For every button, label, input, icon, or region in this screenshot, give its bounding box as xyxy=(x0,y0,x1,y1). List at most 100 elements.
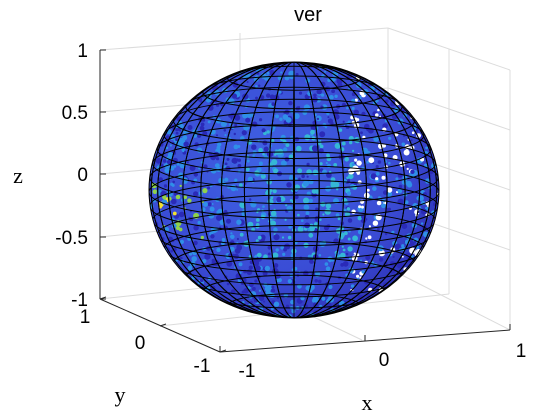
sphere-point xyxy=(340,252,346,259)
sphere-point xyxy=(245,117,251,123)
mesh-longitude-line xyxy=(200,62,388,318)
sphere-point xyxy=(226,218,231,224)
sphere-point xyxy=(420,222,424,225)
sphere-point xyxy=(284,75,290,81)
sphere-point xyxy=(314,189,320,194)
sphere-point xyxy=(319,162,323,166)
sphere-point xyxy=(342,261,349,267)
sphere-point xyxy=(327,116,330,119)
sphere-point xyxy=(267,198,274,205)
mesh-longitude-line xyxy=(182,62,406,318)
sphere-point xyxy=(319,131,326,138)
sphere-point xyxy=(334,94,338,99)
sphere-point xyxy=(267,252,271,256)
sphere-point xyxy=(287,235,292,240)
sphere-point xyxy=(230,117,233,120)
sphere-point xyxy=(236,244,241,249)
sphere-point xyxy=(272,189,277,194)
sphere-point xyxy=(246,112,253,118)
sphere-point xyxy=(210,234,215,239)
sphere-point xyxy=(373,136,379,142)
sphere-point xyxy=(381,203,386,209)
x-tick-label: 1 xyxy=(516,341,527,362)
sphere-point xyxy=(302,110,308,116)
sphere-point xyxy=(408,240,415,247)
sphere-point xyxy=(356,160,362,166)
sphere-point xyxy=(273,160,276,163)
sphere-point xyxy=(163,184,168,188)
sphere-point xyxy=(344,157,350,162)
sphere-point xyxy=(164,167,170,174)
sphere-point xyxy=(357,229,363,235)
sphere-point xyxy=(259,95,265,100)
mesh-longitude-line xyxy=(150,62,438,318)
sphere-point xyxy=(242,112,248,119)
sphere-point xyxy=(294,241,298,245)
sphere-point xyxy=(285,143,290,147)
sphere-point xyxy=(282,252,286,256)
sphere-point xyxy=(200,278,204,283)
sphere-point xyxy=(224,134,227,137)
sphere-point xyxy=(308,198,313,203)
mesh-longitude-line xyxy=(221,62,367,318)
sphere-point xyxy=(271,285,275,289)
sphere-point xyxy=(264,265,270,272)
sphere-point xyxy=(321,74,325,78)
sphere-point xyxy=(258,147,263,153)
sphere-point xyxy=(293,113,300,120)
sphere-point xyxy=(325,266,331,272)
sphere-point xyxy=(332,70,339,77)
sphere-point xyxy=(347,237,351,241)
sphere-point xyxy=(230,232,233,235)
sphere-point xyxy=(254,85,258,88)
sphere-point xyxy=(233,132,236,136)
sphere-point xyxy=(352,185,358,190)
sphere-point xyxy=(303,204,310,211)
sphere-point xyxy=(345,252,349,256)
sphere-point xyxy=(234,178,238,182)
sphere-point xyxy=(396,261,403,269)
sphere-point xyxy=(384,232,388,236)
sphere-point xyxy=(230,184,237,192)
sphere-point xyxy=(351,209,356,214)
sphere-point xyxy=(263,146,269,152)
sphere-point xyxy=(269,292,275,298)
mesh-longitude-line xyxy=(293,62,295,318)
sphere-point xyxy=(224,162,228,166)
sphere-point xyxy=(246,269,253,275)
sphere-point xyxy=(262,140,268,146)
sphere-point xyxy=(179,239,184,244)
sphere-point xyxy=(226,282,230,286)
sphere-point xyxy=(316,117,320,121)
sphere-point xyxy=(260,214,266,220)
sphere-point xyxy=(207,186,211,190)
sphere-point xyxy=(331,89,335,94)
sphere-point xyxy=(321,93,325,97)
sphere-point xyxy=(285,204,288,207)
sphere-point xyxy=(316,89,322,95)
x-axis: -1 0 1 x xyxy=(219,324,527,415)
sphere-point xyxy=(278,90,282,94)
sphere-point xyxy=(165,146,169,150)
sphere-point xyxy=(175,138,178,142)
sphere-point xyxy=(202,188,208,194)
sphere-point xyxy=(236,237,239,241)
sphere-point xyxy=(285,304,290,308)
sphere-point xyxy=(176,162,180,166)
sphere-point xyxy=(241,130,247,136)
sphere-point xyxy=(271,307,274,311)
sphere-point xyxy=(223,129,227,132)
sphere-point xyxy=(358,205,362,209)
sphere-point xyxy=(284,156,290,162)
sphere-point xyxy=(367,235,372,240)
sphere-point xyxy=(216,247,221,253)
sphere-point xyxy=(236,188,239,191)
sphere-point xyxy=(257,235,262,240)
sphere-point xyxy=(238,262,243,267)
sphere-point xyxy=(275,248,279,252)
sphere-point xyxy=(319,218,322,221)
z-tick-label: 1 xyxy=(77,41,88,62)
sphere-point xyxy=(365,218,368,221)
sphere-point xyxy=(410,169,415,174)
y-axis-label: y xyxy=(115,382,126,407)
